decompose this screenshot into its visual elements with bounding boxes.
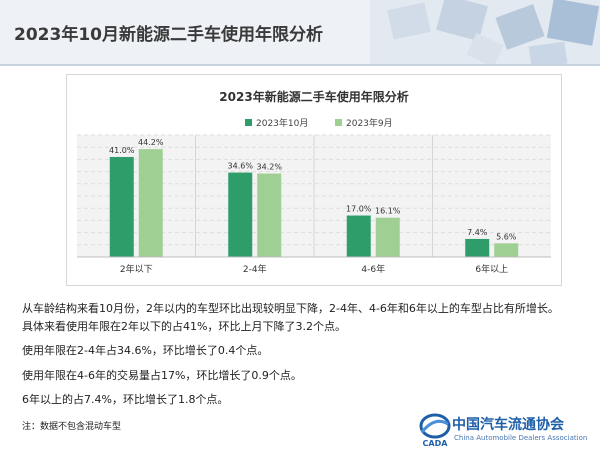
data-label: 5.6%: [496, 232, 517, 241]
plot-area: 41.0%44.2% 2年以下 34.6% 34.2% 2-4年 17.0% 16.1% 4-…: [77, 134, 551, 275]
cada-emblem-icon: CADA: [419, 413, 451, 448]
bar: [346, 215, 371, 257]
header-divider: [0, 64, 600, 66]
logo-name-cn: 中国汽车流通协会: [452, 417, 564, 433]
paragraph-3: 使用年限在2-4年占34.6%，环比增长了0.4个点。: [22, 344, 269, 357]
logo-name-en: China Automobile Dealers Association: [454, 434, 588, 442]
category-label: 4-6年: [361, 263, 385, 275]
legend-label: 2023年10月: [256, 117, 308, 129]
data-label: 34.6%: [228, 162, 254, 171]
cada-logo: CADA 中国汽车流通协会 China Automobile Dealers A…: [418, 410, 600, 450]
bar: [465, 238, 490, 257]
data-label: 16.1%: [375, 207, 401, 216]
category-label: 6年以上: [475, 263, 508, 275]
category-label: 2年以下: [120, 263, 153, 275]
data-label: 44.2%: [138, 138, 164, 147]
paragraph-1: 从车龄结构来看10月份，2年以内的车型环比出现较明显下降，2-4年、4-6年和6…: [22, 302, 559, 315]
chart-title: 2023年新能源二手车使用年限分析: [219, 89, 408, 104]
bar-chart: 2023年新能源二手车使用年限分析 2023年10月 2023年9月 41.0%4…: [77, 89, 551, 275]
cada-mark-text: CADA: [423, 439, 449, 448]
category-label: 2-4年: [243, 263, 267, 275]
chart-panel: 2023年新能源二手车使用年限分析 2023年10月 2023年9月 41.0% 4…: [66, 74, 562, 286]
data-label: 34.2%: [257, 163, 283, 172]
bar: [138, 149, 163, 257]
paragraph-4: 使用年限在4-6年的交易量占17%，环比增长了0.9个点。: [22, 369, 302, 382]
legend-swatch: [335, 119, 342, 126]
page-title: 2023年10月新能源二手车使用年限分析: [14, 25, 323, 45]
bar: [375, 217, 400, 257]
header-decoration: [370, 0, 600, 64]
footnote: 注：数据不包含混动车型: [22, 422, 122, 432]
paragraph-5: 6年以上的占7.4%，环比增长了1.8个点。: [22, 393, 229, 406]
chart-legend: 2023年10月 2023年9月: [245, 117, 393, 129]
data-label: 7.4%: [467, 228, 488, 237]
header-banner: 2023年10月新能源二手车使用年限分析: [0, 0, 600, 64]
bar: [228, 172, 253, 257]
bar: [494, 243, 519, 257]
paragraph-2: 具体来看使用年限在2年以下的占41%，环比上月下降了3.2个点。: [22, 320, 346, 333]
data-label: 17.0%: [346, 205, 372, 214]
legend-swatch: [245, 119, 252, 126]
data-label: 41.0%: [109, 146, 135, 155]
legend-label: 2023年9月: [346, 117, 393, 129]
bar: [109, 156, 134, 257]
bar: [257, 173, 282, 257]
